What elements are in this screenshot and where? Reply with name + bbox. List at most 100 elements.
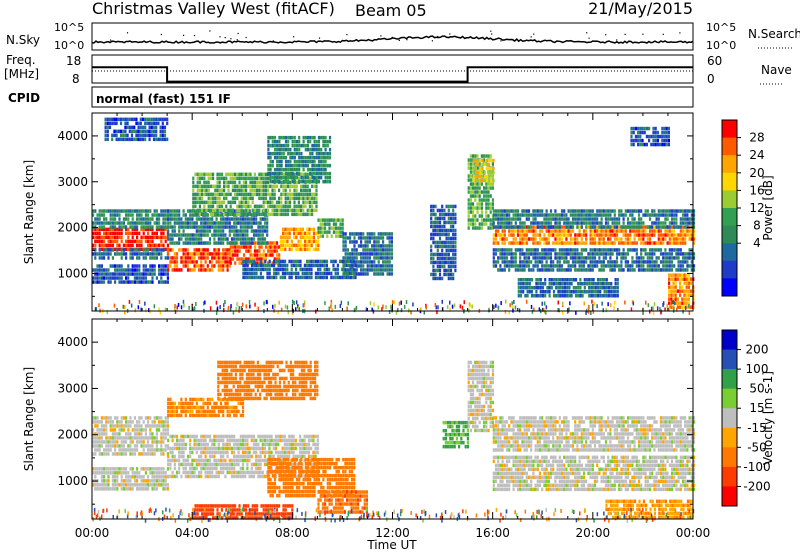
data-cell [160,243,163,248]
data-cell [434,244,437,249]
data-cell [441,264,444,269]
data-cell [366,232,369,236]
data-cell [267,245,270,249]
data-cell [287,143,290,148]
data-cell [269,159,272,164]
data-cell [293,179,296,184]
data-cell [558,221,561,225]
data-cell [651,264,654,268]
data-cell [189,217,192,221]
data-cell [648,241,652,245]
data-cell [687,289,690,293]
data-cell [255,229,258,233]
data-cell [309,139,312,144]
data-cell [434,204,437,209]
data-cell [317,139,321,144]
data-cell [351,260,354,264]
noise-cell [557,308,559,312]
data-cell [321,275,324,280]
data-cell [690,237,693,241]
data-cell [273,259,276,264]
data-cell [201,176,204,181]
data-cell [315,171,318,176]
data-cell [297,204,300,209]
data-cell [240,245,243,249]
data-cell [164,239,167,244]
data-cell [148,125,151,130]
noise-cell [148,308,150,313]
data-cell [140,243,143,248]
data-cell [186,237,190,241]
noise-cell [446,305,449,310]
noise-cell [530,304,533,309]
data-cell [167,252,170,256]
data-cell [375,240,378,244]
data-cell [251,180,254,185]
data-cell [184,248,187,252]
data-cell [674,281,677,285]
data-cell [193,252,196,256]
data-cell [561,286,564,290]
data-cell [245,184,248,189]
data-cell [651,213,654,217]
data-cell [217,229,220,233]
data-cell [262,212,265,217]
data-cell [666,213,669,217]
data-cell [477,178,480,183]
cpid-text: normal (fast) 151 IF [96,92,231,106]
data-cell [683,301,686,305]
data-cell [308,231,311,236]
data-cell [510,225,513,229]
data-cell [92,247,95,252]
data-cell [289,159,292,164]
data-cell [301,271,304,276]
data-cell [657,221,660,225]
data-cell [530,252,533,256]
noise-cell [232,310,235,315]
data-cell [206,252,209,256]
data-cell [268,271,271,276]
data-cell [384,260,387,264]
data-cell [246,271,249,276]
data-cell [673,248,676,252]
data-cell [558,264,561,268]
data-cell [545,209,548,213]
data-cell [652,126,655,131]
data-cell [474,170,477,175]
data-cell [293,159,296,164]
data-cell [527,225,531,229]
data-cell [582,268,586,272]
data-cell [514,225,517,229]
data-cell [109,272,112,276]
data-cell [523,209,526,213]
data-cell [382,252,385,256]
data-cell [288,271,291,276]
data-cell [512,237,515,241]
data-cell [253,271,256,276]
data-cell [242,188,245,193]
data-cell [193,233,196,237]
data-cell [116,248,119,252]
data-cell [684,217,687,221]
data-cell [171,268,174,272]
data-cell [100,243,103,248]
data-cell [360,268,363,272]
data-cell [346,236,349,240]
data-cell [351,268,354,272]
data-cell [516,248,520,252]
data-cell [469,218,472,222]
data-cell [215,256,218,260]
data-cell [104,129,107,134]
data-cell [430,248,433,253]
data-cell [280,143,283,148]
data-cell [103,276,106,280]
data-cell [519,233,522,237]
data-cell [182,225,185,229]
noise-cell [614,300,616,305]
data-cell [360,272,363,276]
data-cell [158,213,161,217]
data-cell [516,241,520,245]
data-cell [284,243,287,248]
data-cell [162,264,165,268]
data-cell [282,188,285,193]
